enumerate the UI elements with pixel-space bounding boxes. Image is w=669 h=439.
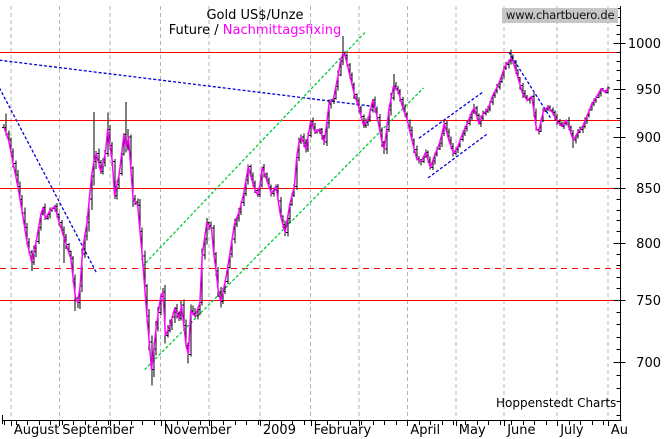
level-lines bbox=[0, 51, 621, 302]
x-month-label: June bbox=[506, 423, 535, 438]
x-month-label: September bbox=[62, 423, 135, 438]
ohlc-bars bbox=[2, 35, 610, 386]
trend-line-green bbox=[141, 30, 367, 267]
y-tick-label: 700 bbox=[636, 356, 661, 371]
chart-title: Gold US$/Unze bbox=[206, 8, 304, 23]
y-tick-label: 800 bbox=[636, 237, 661, 252]
x-month-label: February bbox=[314, 423, 372, 438]
trend-line-blue bbox=[0, 59, 378, 108]
y-tick-label: 900 bbox=[636, 131, 661, 146]
y-tick-label: 850 bbox=[636, 182, 661, 197]
x-month-label: April bbox=[410, 423, 440, 438]
x-month-label: May bbox=[459, 423, 486, 438]
subtitle-future-label: Future / bbox=[168, 23, 223, 38]
trend-lines bbox=[0, 30, 551, 371]
axes bbox=[2, 6, 622, 424]
nachmittagsfixing-series bbox=[3, 53, 609, 371]
fixing-line bbox=[3, 53, 609, 371]
y-tick-label: 1000 bbox=[628, 37, 661, 52]
y-tick-label: 750 bbox=[636, 294, 661, 309]
month-gridlines bbox=[10, 6, 609, 420]
watermark-link[interactable]: www.chartbuero.de bbox=[502, 8, 619, 23]
x-month-label: Au bbox=[611, 423, 628, 438]
chart-subtitle: Future / Nachmittagsfixing bbox=[130, 23, 380, 38]
x-month-label: July bbox=[559, 423, 584, 438]
trend-line-blue bbox=[418, 91, 484, 139]
subtitle-fixing-label: Nachmittagsfixing bbox=[222, 23, 342, 38]
future-ohlc-series bbox=[2, 35, 610, 386]
x-month-label: August bbox=[14, 423, 60, 438]
x-month-label: 2009 bbox=[263, 423, 296, 438]
y-tick-label: 950 bbox=[636, 83, 661, 98]
trend-line-blue bbox=[508, 51, 551, 118]
x-month-label: November bbox=[164, 423, 232, 438]
trend-line-blue bbox=[427, 132, 489, 179]
credit-label: Hoppenstedt Charts bbox=[496, 396, 617, 410]
y-axis: 1000 950 900 850 800 750 700 bbox=[613, 8, 661, 416]
x-axis: August September November 2009 February April… bbox=[4, 421, 628, 438]
trend-line-blue bbox=[0, 87, 97, 273]
